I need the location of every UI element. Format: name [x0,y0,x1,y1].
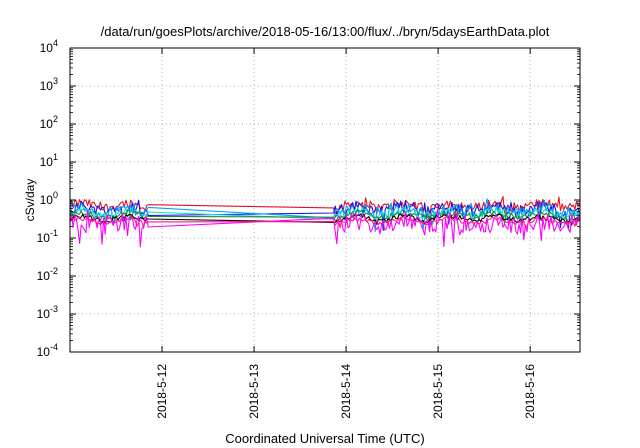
y-tick-label: 100 [40,190,58,207]
x-tick-label: 2018-5-14 [339,364,353,419]
x-tick-label: 2018-5-12 [155,364,169,419]
y-tick-label: 101 [40,152,58,169]
series-line [69,215,581,229]
x-tick-label: 2018-5-16 [523,364,537,419]
y-tick-label: 103 [40,76,58,93]
y-tick-label: 102 [40,114,58,131]
y-tick-label: 104 [40,38,58,55]
series-line [69,198,581,233]
y-tick-label: 10-4 [37,342,58,359]
x-axis-label: Coordinated Universal Time (UTC) [225,431,424,446]
ticks: 10-4 10-3 10-2 10-1 100 101 102 103 104 2018-5-12… [37,38,580,419]
chart-title: /data/run/goesPlots/archive/2018-05-16/1… [101,24,550,39]
y-tick-label: 10-2 [37,266,58,283]
y-tick-label: 10-1 [37,228,58,245]
y-tick-label: 10-3 [37,304,58,321]
series-group [69,195,581,248]
series-line [69,209,580,226]
grid [70,48,580,352]
x-tick-label: 2018-5-15 [431,364,445,419]
x-tick-label: 2018-5-13 [247,364,261,419]
y-axis-label: cSv/day [23,179,37,222]
